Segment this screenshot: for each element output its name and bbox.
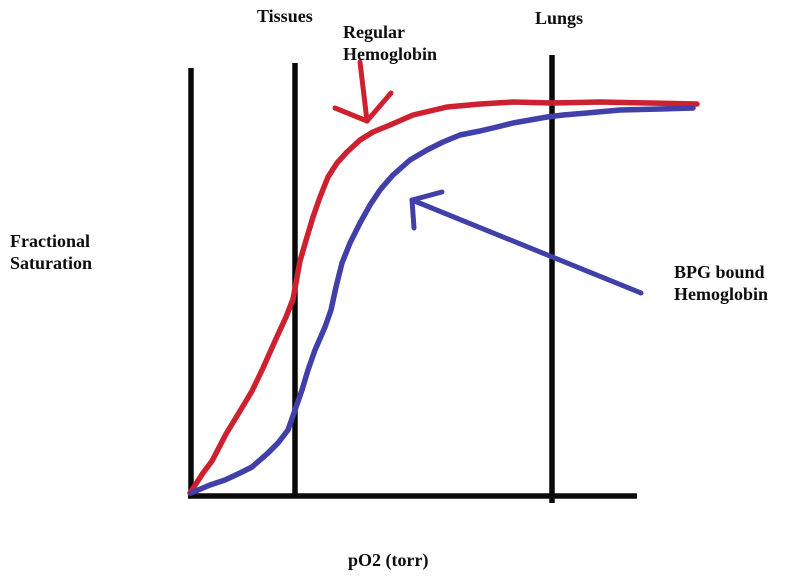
regular-hemoglobin-arrow-barb-1 <box>332 105 370 124</box>
bpg-bound-hemoglobin-series-label: BPG bound Hemoglobin <box>674 262 769 304</box>
lungs-reference-label: Lungs <box>535 8 584 28</box>
regular-hemoglobin-arrow-barb-2 <box>364 90 394 124</box>
bpg-bound-hemoglobin-arrow-barb-2 <box>409 197 417 231</box>
regular-hemoglobin-arrow-shaft <box>357 59 370 124</box>
tissues-reference-label: Tissues <box>257 6 313 26</box>
x-axis-label: pO2 (torr) <box>348 550 429 570</box>
y-axis-label: Fractional Saturation <box>10 231 93 273</box>
bpg-bound-hemoglobin-arrow-barb-1 <box>409 189 445 203</box>
regular-hemoglobin-series-label: Regular Hemoglobin <box>343 22 438 64</box>
bpg-bound-hemoglobin-curve <box>188 105 696 496</box>
regular-hemoglobin-curve <box>187 99 700 496</box>
bpg-bound-hemoglobin-arrow-shaft <box>409 197 644 296</box>
